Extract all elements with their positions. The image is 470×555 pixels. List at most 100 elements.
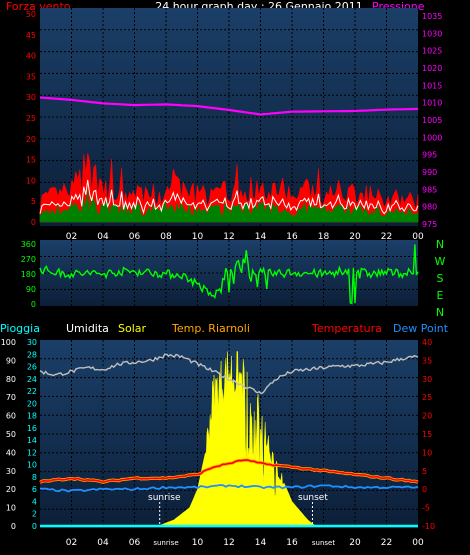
compass-letter: S [437, 272, 444, 285]
pressure-tick-label: 1000 [422, 133, 442, 142]
temperature-tick-label: 15 [422, 430, 432, 439]
legend-dew-point: Dew Point [393, 322, 449, 335]
humidity-tick-label: 20 [6, 485, 16, 494]
temperature-tick-label: 20 [422, 412, 432, 421]
solar-tick-label: 8 [32, 473, 37, 482]
pressure-tick-label: 985 [422, 185, 437, 194]
top-x-tick-label: 10 [192, 232, 204, 242]
temperature-tick-label: 40 [422, 338, 432, 347]
pressure-tick-label: 975 [422, 220, 437, 229]
sunset-label: sunset [298, 493, 328, 503]
pressure-tick-label: 1035 [422, 12, 442, 21]
bottom-x-ticks: 02 04 06 sunrise 10 12 14 16 sunset 20 22 00 [66, 538, 424, 548]
pressure-tick-label: 1015 [422, 81, 442, 90]
top-x-tick-label: 00 [412, 232, 424, 242]
top-x-tick-label: 18 [318, 232, 330, 242]
bottom-x-tick-label: 06 [129, 538, 141, 548]
humidity-line [39, 353, 419, 395]
humidity-tick-label: 30 [6, 467, 16, 476]
wind-tick-label: 15 [26, 156, 36, 165]
wind-speed-ticks: 0 5 10 15 20 25 30 35 40 45 50 [26, 10, 36, 227]
compass-letter: N [436, 306, 444, 319]
humidity-tick-label: 100 [1, 338, 16, 347]
top-x-tick-label: 04 [97, 232, 109, 242]
legend-umidita: Umidita [66, 322, 109, 335]
temperature-line [39, 459, 419, 484]
humidity-tick-label: 70 [6, 393, 16, 402]
solar-tick-label: 10 [27, 461, 37, 470]
humidity-tick-label: 60 [6, 412, 16, 421]
humidity-tick-label: 80 [6, 375, 16, 384]
wind-tick-label: 25 [26, 114, 36, 123]
legend-solar: Solar [118, 322, 147, 335]
pressure-tick-label: 1025 [422, 47, 442, 56]
pressure-tick-label: 1005 [422, 116, 442, 125]
top-x-tick-label: 06 [129, 232, 141, 242]
direction-degree-ticks: 0 90 180 270 360 [21, 240, 36, 309]
solar-tick-label: 20 [27, 399, 37, 408]
wind-tick-label: 40 [26, 52, 36, 61]
bottom-x-tick-label: 00 [412, 538, 424, 548]
wind-tick-label: 45 [26, 31, 36, 40]
bottom-x-tick-label: 16 [286, 538, 298, 548]
pressure-tick-label: 1020 [422, 64, 442, 73]
wind-tick-label: 5 [31, 197, 36, 206]
temperature-tick-label: -10 [422, 522, 435, 531]
pressure-tick-label: 1030 [422, 29, 442, 38]
bottom-x-tick-label: 04 [97, 538, 109, 548]
bottom-x-tick-label: 20 [349, 538, 361, 548]
bottom-x-tick-label: 10 [192, 538, 204, 548]
wind-average-area [39, 190, 419, 223]
temperature-tick-label: 0 [422, 485, 427, 494]
bottom-x-tick-label: sunrise [153, 539, 178, 547]
pressure-line [39, 96, 419, 116]
solar-tick-label: 6 [32, 485, 37, 494]
solar-area [158, 351, 316, 527]
bottom-series [39, 351, 419, 528]
direction-tick-label: 270 [21, 255, 36, 264]
legend-pioggia: Pioggia [0, 322, 40, 335]
temperature-tick-label: 35 [422, 356, 432, 365]
bottom-x-tick-label: 22 [381, 538, 392, 548]
wind-tick-label: 30 [26, 93, 36, 102]
pressure-tick-label: 995 [422, 151, 437, 160]
pressure-tick-label: 980 [422, 203, 437, 212]
compass-letter: E [437, 289, 444, 302]
humidity-tick-label: 10 [6, 504, 16, 513]
top-x-tick-label: 16 [286, 232, 298, 242]
solar-tick-label: 18 [27, 412, 37, 421]
sunrise-label: sunrise [148, 493, 181, 503]
solar-tick-label: 14 [27, 436, 37, 445]
bottom-x-tick-label: 02 [66, 538, 77, 548]
solar-tick-label: 2 [32, 510, 37, 519]
compass-letter: N [436, 238, 444, 251]
direction-tick-label: 90 [26, 285, 36, 294]
temperature-tick-label: -5 [422, 504, 430, 513]
humidity-tick-label: 0 [11, 522, 16, 531]
bottom-x-tick-label: 12 [223, 538, 234, 548]
bottom-x-tick-label: 14 [255, 538, 267, 548]
wind-tick-label: 35 [26, 72, 36, 81]
humidity-tick-label: 50 [6, 430, 16, 439]
solar-tick-label: 26 [27, 363, 37, 372]
top-x-tick-label: 14 [255, 232, 267, 242]
temperature-tick-label: 30 [422, 375, 432, 384]
solar-tick-label: 12 [27, 448, 37, 457]
direction-tick-label: 0 [31, 300, 36, 309]
top-x-tick-label: 22 [381, 232, 392, 242]
wind-tick-label: 0 [31, 218, 36, 227]
wind-tick-label: 20 [26, 135, 36, 144]
top-x-ticks: 02 04 06 08 10 12 14 16 18 20 22 00 [66, 232, 424, 242]
legend-temperatura: Temperatura [311, 322, 382, 335]
pressure-tick-label: 990 [422, 168, 437, 177]
humidity-tick-label: 40 [6, 448, 16, 457]
direction-tick-label: 180 [21, 270, 36, 279]
solar-tick-label: 28 [27, 350, 37, 359]
top-x-tick-label: 12 [223, 232, 234, 242]
wind-speed-line [39, 179, 419, 215]
solar-tick-label: 24 [27, 375, 37, 384]
wind-direction-line [39, 244, 419, 305]
